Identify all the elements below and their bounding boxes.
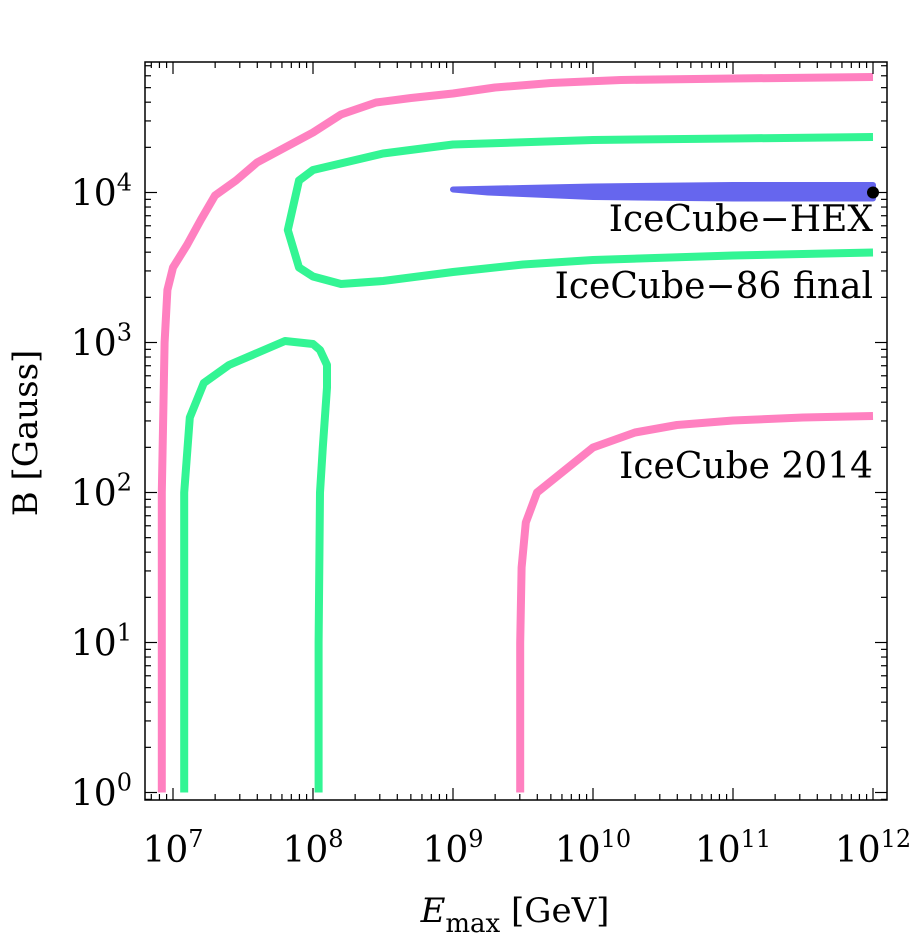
y-tick-label: 104 [71, 169, 132, 215]
y-tick-label: 102 [71, 469, 132, 515]
series-line-2 [516, 412, 874, 793]
y-tick-label: 100 [71, 769, 132, 815]
ticks-layer [145, 62, 887, 800]
series-annotation-3: IceCube 2014 [619, 446, 873, 487]
annotations-layer: IceCube−HEX IceCube−86 final IceCube 2014 [555, 199, 874, 487]
y-tick-label: 101 [71, 619, 132, 665]
x-axis-label-sub: max [445, 909, 500, 935]
x-axis-label-main: E [420, 891, 446, 931]
x-tick-label: 107 [142, 825, 203, 871]
x-tick-label: 1011 [695, 825, 771, 871]
tick-labels: 107 108 109 1010 1011 1012 100 101 102 103 104 [71, 169, 911, 872]
y-axis-label: B [Gauss] [6, 350, 46, 517]
y-tick-label: 103 [71, 319, 132, 365]
data-point-marker [867, 186, 879, 199]
series-line-1 [157, 73, 874, 793]
x-tick-label: 109 [422, 825, 483, 871]
x-axis-label: Emax [GeV] [420, 891, 610, 935]
x-tick-label: 1010 [555, 825, 631, 871]
series-line-3 [180, 337, 331, 793]
series-annotation-1: IceCube−HEX [609, 199, 874, 240]
series-line-4 [283, 133, 874, 288]
x-axis-label-rest: [GeV] [500, 891, 609, 931]
plot-frame [144, 61, 888, 801]
series-layer [157, 73, 879, 793]
x-tick-label: 108 [282, 825, 343, 871]
series-annotation-2: IceCube−86 final [555, 266, 873, 307]
x-tick-label: 1012 [835, 825, 911, 871]
series-line-5 [450, 182, 876, 202]
